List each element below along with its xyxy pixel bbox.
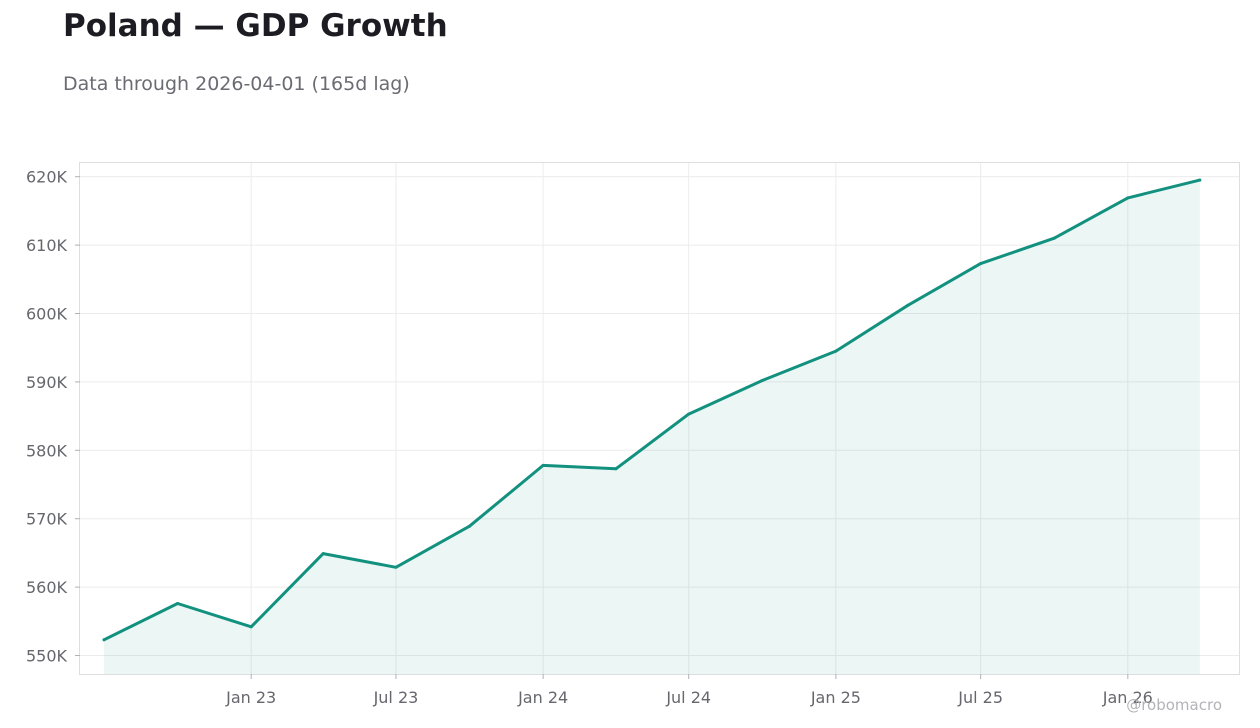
data-point xyxy=(102,638,106,642)
y-tick-label: 610K xyxy=(26,236,68,255)
x-tick-label: Jul 24 xyxy=(665,688,711,707)
series-line xyxy=(102,178,1202,642)
x-tick-label: Jan 26 xyxy=(1102,688,1153,707)
y-tick-label: 570K xyxy=(26,510,68,529)
data-point xyxy=(468,524,472,528)
y-tick-label: 620K xyxy=(26,168,68,187)
data-point xyxy=(249,625,253,629)
y-tick-label: 600K xyxy=(26,304,68,323)
data-point xyxy=(906,303,910,307)
data-point xyxy=(614,467,618,471)
data-point xyxy=(834,349,838,353)
x-tick-label: Jan 24 xyxy=(517,688,568,707)
y-tick-label: 580K xyxy=(26,441,68,460)
chart-title: Poland — GDP Growth xyxy=(63,8,448,44)
chart-subtitle: Data through 2026-04-01 (165d lag) xyxy=(63,73,410,95)
plot-frame xyxy=(79,162,1240,675)
data-point xyxy=(1126,196,1130,200)
series-area-fill xyxy=(104,180,1200,674)
y-tick-label: 560K xyxy=(26,578,68,597)
watermark: @robomacro xyxy=(1126,696,1222,714)
data-point xyxy=(1198,178,1202,182)
x-axis: Jan 23 Jul 23 Jan 24 Jul 24 Jan 25 Jul 25 Jan … xyxy=(225,674,1153,707)
x-tick-label: Jul 23 xyxy=(373,688,419,707)
grid-lines xyxy=(80,163,1239,674)
y-axis: 550K 560K 570K 580K 590K 600K 610K 620K xyxy=(26,168,80,666)
data-point xyxy=(541,463,545,467)
data-point xyxy=(1052,236,1056,240)
data-point xyxy=(760,379,764,383)
y-tick-label: 590K xyxy=(26,373,68,392)
data-point xyxy=(979,262,983,266)
series-points xyxy=(102,178,1202,642)
data-point xyxy=(394,565,398,569)
data-point xyxy=(321,552,325,556)
data-point xyxy=(687,412,691,416)
x-tick-label: Jan 23 xyxy=(225,688,276,707)
x-tick-label: Jul 25 xyxy=(957,688,1003,707)
y-tick-label: 550K xyxy=(26,647,68,666)
x-tick-label: Jan 25 xyxy=(810,688,861,707)
data-point xyxy=(176,602,180,606)
